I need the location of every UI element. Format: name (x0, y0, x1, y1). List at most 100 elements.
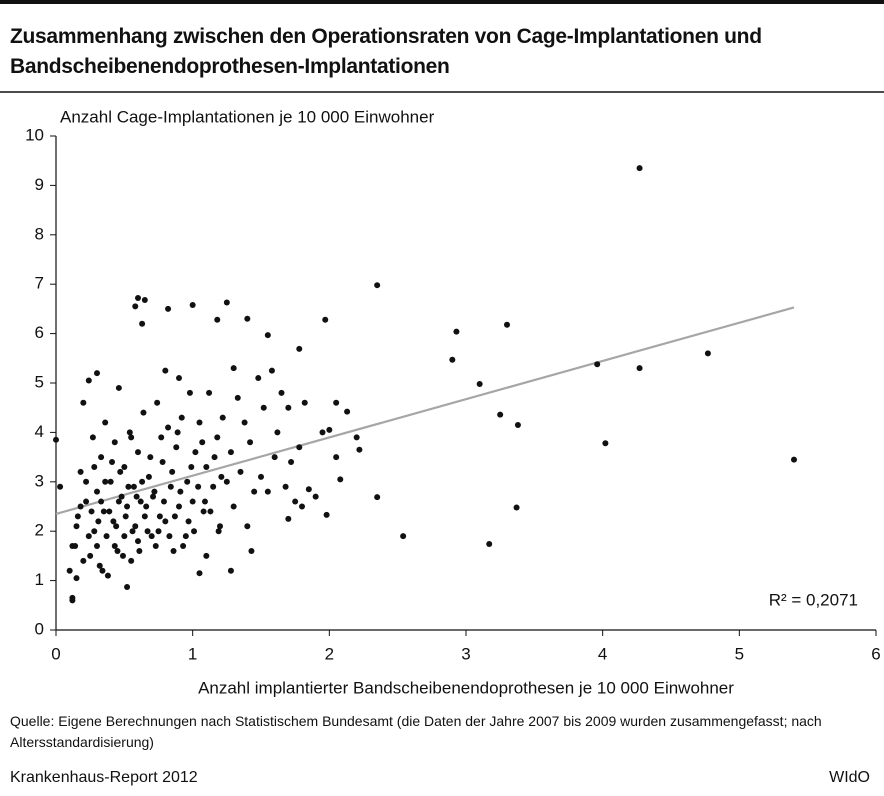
point (150, 493, 157, 500)
point (171, 513, 178, 520)
point (195, 483, 202, 490)
y-tick-label: 0 (35, 619, 44, 638)
point (169, 468, 176, 475)
point (200, 508, 207, 515)
point (147, 454, 154, 461)
footer-right: WIdO (829, 769, 870, 786)
source-note: Quelle: Eigene Berechnungen nach Statist… (10, 713, 822, 750)
point (203, 463, 210, 470)
point (251, 488, 258, 495)
point (223, 478, 230, 485)
point (189, 301, 196, 308)
point (109, 459, 116, 466)
point (219, 414, 226, 421)
point (282, 483, 289, 490)
point (69, 543, 76, 550)
point (255, 375, 262, 382)
point (137, 498, 144, 505)
x-tick-label: 5 (735, 644, 744, 663)
point (121, 463, 128, 470)
y-tick-label: 1 (35, 570, 44, 589)
point (122, 513, 129, 520)
point (144, 528, 151, 535)
point (285, 404, 292, 411)
point (83, 498, 90, 505)
point (100, 508, 107, 515)
point (96, 562, 103, 569)
point (497, 411, 504, 418)
point (486, 541, 493, 548)
point (125, 483, 132, 490)
point (77, 468, 84, 475)
point (268, 367, 275, 374)
point (184, 478, 191, 485)
point (110, 518, 117, 525)
point (191, 528, 198, 535)
point (188, 463, 195, 470)
point (145, 473, 152, 480)
point (117, 468, 124, 475)
point (103, 533, 110, 540)
point (323, 511, 330, 518)
point (106, 508, 113, 515)
point (247, 439, 254, 446)
x-tick-label: 3 (461, 644, 470, 663)
point (189, 498, 196, 505)
point (133, 493, 140, 500)
point (704, 350, 711, 357)
point (85, 377, 92, 384)
point (166, 533, 173, 540)
point (124, 584, 131, 591)
footer-left: Krankenhaus-Report 2012 (10, 769, 198, 786)
point (140, 409, 147, 416)
point (192, 449, 199, 456)
point (201, 498, 208, 505)
point (154, 399, 161, 406)
point (135, 295, 141, 302)
point (156, 513, 163, 520)
point (203, 552, 210, 559)
point (180, 543, 187, 550)
point (160, 498, 167, 505)
point (151, 488, 158, 495)
top-rule (0, 0, 884, 4)
point (176, 375, 182, 382)
point (296, 345, 303, 352)
point (217, 523, 223, 530)
point (115, 498, 122, 505)
point (83, 478, 90, 485)
point (214, 434, 221, 441)
point (218, 473, 225, 480)
point (227, 449, 234, 456)
point (791, 456, 797, 463)
point (148, 533, 155, 540)
point (214, 316, 221, 323)
point (69, 594, 76, 601)
point (73, 575, 80, 582)
point (211, 454, 218, 461)
point (374, 282, 381, 289)
point (132, 303, 139, 310)
point (118, 493, 125, 500)
point (326, 426, 333, 433)
point (98, 498, 105, 505)
point (141, 513, 148, 520)
point (244, 315, 251, 322)
point (176, 503, 182, 510)
point (77, 503, 84, 510)
point (337, 476, 344, 483)
point (94, 370, 100, 377)
point (353, 434, 360, 441)
point (636, 165, 643, 172)
point (344, 408, 351, 415)
point (278, 389, 285, 396)
point (178, 414, 185, 421)
annotation: R² = 0,2071 (769, 590, 858, 609)
point (230, 503, 237, 510)
point (165, 305, 172, 312)
point (141, 297, 148, 304)
point (185, 518, 192, 525)
point (274, 429, 281, 436)
x-tick-label: 2 (325, 644, 334, 663)
